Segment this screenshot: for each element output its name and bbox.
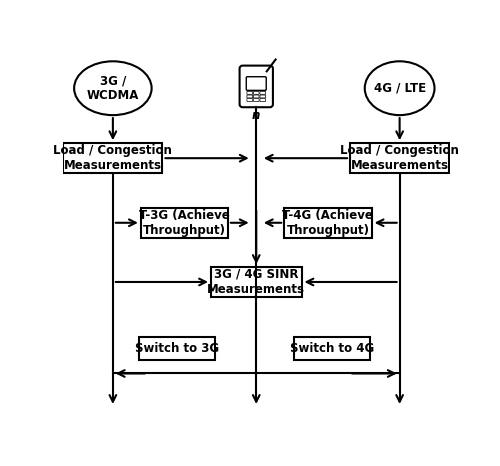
Bar <box>141 207 228 238</box>
Text: Load / Congestion
Measurements: Load / Congestion Measurements <box>340 144 459 172</box>
Text: 4G / LTE: 4G / LTE <box>374 82 426 95</box>
FancyBboxPatch shape <box>260 95 266 98</box>
Bar <box>284 207 372 238</box>
Bar <box>350 143 449 173</box>
FancyBboxPatch shape <box>254 95 259 98</box>
FancyBboxPatch shape <box>254 99 259 102</box>
Text: Switch to 3G: Switch to 3G <box>135 342 219 355</box>
Bar <box>139 337 214 360</box>
Bar <box>210 267 302 297</box>
FancyBboxPatch shape <box>247 95 252 98</box>
FancyBboxPatch shape <box>260 91 266 94</box>
Text: 3G / 4G SINR
Measurements: 3G / 4G SINR Measurements <box>208 268 305 296</box>
FancyBboxPatch shape <box>246 77 266 90</box>
Text: Switch to 4G: Switch to 4G <box>290 342 374 355</box>
Text: Load / Congestion
Measurements: Load / Congestion Measurements <box>54 144 172 172</box>
FancyBboxPatch shape <box>247 91 252 94</box>
FancyBboxPatch shape <box>247 99 252 102</box>
Bar <box>64 143 162 173</box>
FancyBboxPatch shape <box>240 66 273 107</box>
Text: 3G /
WCDMA: 3G / WCDMA <box>86 74 139 102</box>
Text: T-3G (Achieve
Throughput): T-3G (Achieve Throughput) <box>139 209 230 237</box>
FancyBboxPatch shape <box>260 99 266 102</box>
FancyBboxPatch shape <box>254 91 259 94</box>
Text: n: n <box>252 109 260 122</box>
Text: T-4G (Achieve
Throughput): T-4G (Achieve Throughput) <box>282 209 374 237</box>
Bar <box>294 337 370 360</box>
